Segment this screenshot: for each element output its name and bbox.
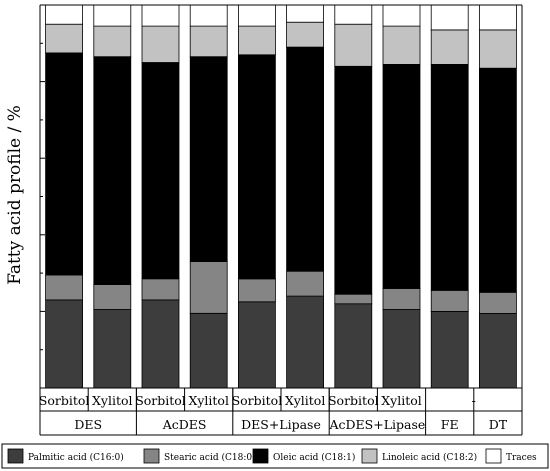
bar-seg-9-s5 xyxy=(430,4,469,31)
bar-seg-2-s2 xyxy=(93,284,132,310)
legend-swatch-1 xyxy=(7,448,24,464)
legend-label-1: Palmitic acid (C16:0) xyxy=(28,452,124,463)
bar-seg-10-s2 xyxy=(478,291,517,314)
group-label-3: DES+Lipase xyxy=(241,417,321,432)
bar-seg-9-s1 xyxy=(430,310,469,389)
polyol-label-7: Sorbitol xyxy=(328,393,379,408)
bar-seg-8-s5 xyxy=(382,4,421,27)
bar-seg-7-s2 xyxy=(334,293,373,305)
legend-label-2: Stearic acid (C18:0) xyxy=(164,452,256,463)
legend-swatch-4 xyxy=(361,448,378,464)
bar-seg-8-s3 xyxy=(382,64,421,289)
bar-seg-1-s1 xyxy=(45,299,83,389)
legend-box xyxy=(1,443,549,469)
bar-seg-7-s3 xyxy=(334,65,373,295)
legend-label-4: Linoleic acid (C18:2) xyxy=(382,452,477,463)
group-label-2: AcDES xyxy=(162,417,207,432)
polyol-label-8: Xylitol xyxy=(381,393,422,408)
bar-seg-6-s5 xyxy=(286,4,325,23)
bar-seg-4-s1 xyxy=(189,312,228,389)
bar-seg-2-s5 xyxy=(93,4,132,27)
bar-seg-8-s1 xyxy=(382,309,421,389)
bar-seg-10-s1 xyxy=(478,312,517,389)
polyol-label-2: Xylitol xyxy=(92,393,133,408)
group-label-1: DES xyxy=(74,417,102,432)
bar-seg-1-s2 xyxy=(45,274,83,301)
bar-seg-5-s4 xyxy=(237,25,276,56)
group-label-4: AcDES+Lipase xyxy=(329,417,426,432)
bar-seg-3-s2 xyxy=(141,278,180,301)
bar-seg-1-s5 xyxy=(45,4,83,25)
bar-seg-8-s2 xyxy=(382,287,421,310)
bar-seg-5-s2 xyxy=(237,278,276,303)
bar-seg-10-s3 xyxy=(478,67,517,293)
bar-seg-8-s4 xyxy=(382,25,421,65)
bar-seg-5-s1 xyxy=(237,301,276,389)
bar-seg-10-s4 xyxy=(478,29,517,69)
bar-seg-4-s4 xyxy=(189,25,228,58)
bar-seg-6-s2 xyxy=(286,270,325,297)
bar-seg-4-s3 xyxy=(189,56,228,262)
group-label-5: FE xyxy=(441,417,459,432)
bar-seg-7-s5 xyxy=(334,4,373,25)
legend-swatch-5 xyxy=(485,448,502,464)
bar-seg-3-s3 xyxy=(141,62,180,280)
polyol-label-3: Sorbitol xyxy=(135,393,186,408)
bar-seg-4-s2 xyxy=(189,261,228,314)
bar-seg-2-s4 xyxy=(93,25,132,58)
bar-seg-2-s1 xyxy=(93,309,132,389)
legend-label-5: Traces xyxy=(506,453,537,463)
polyol-label-6: Xylitol xyxy=(285,393,326,408)
polyol-label-4: Xylitol xyxy=(188,393,229,408)
group-label-6: DT xyxy=(489,417,508,432)
bar-seg-5-s3 xyxy=(237,54,276,280)
bar-seg-9-s4 xyxy=(430,29,469,65)
legend-swatch-2 xyxy=(143,448,160,464)
bar-seg-9-s3 xyxy=(430,64,469,291)
bar-seg-9-s2 xyxy=(430,289,469,312)
polyol-label-9: - xyxy=(472,393,476,408)
bar-seg-3-s1 xyxy=(141,299,180,389)
polyol-label-1: Sorbitol xyxy=(39,393,90,408)
bar-seg-7-s4 xyxy=(334,23,373,67)
bar-seg-5-s5 xyxy=(237,4,276,27)
bar-seg-3-s4 xyxy=(141,25,180,63)
bar-seg-6-s4 xyxy=(286,21,325,48)
bar-seg-2-s3 xyxy=(93,56,132,285)
polyol-label-5: Sorbitol xyxy=(232,393,283,408)
bar-seg-1-s3 xyxy=(45,52,83,276)
legend-swatch-3 xyxy=(252,448,269,464)
bar-seg-6-s1 xyxy=(286,295,325,389)
bar-seg-6-s3 xyxy=(286,46,325,272)
bar-seg-3-s5 xyxy=(141,4,180,27)
legend-label-3: Oleic acid (C18:1) xyxy=(273,452,355,463)
bar-seg-1-s4 xyxy=(45,23,83,54)
bar-seg-10-s5 xyxy=(478,4,517,31)
bar-seg-7-s1 xyxy=(334,303,373,389)
bar-seg-4-s5 xyxy=(189,4,228,27)
